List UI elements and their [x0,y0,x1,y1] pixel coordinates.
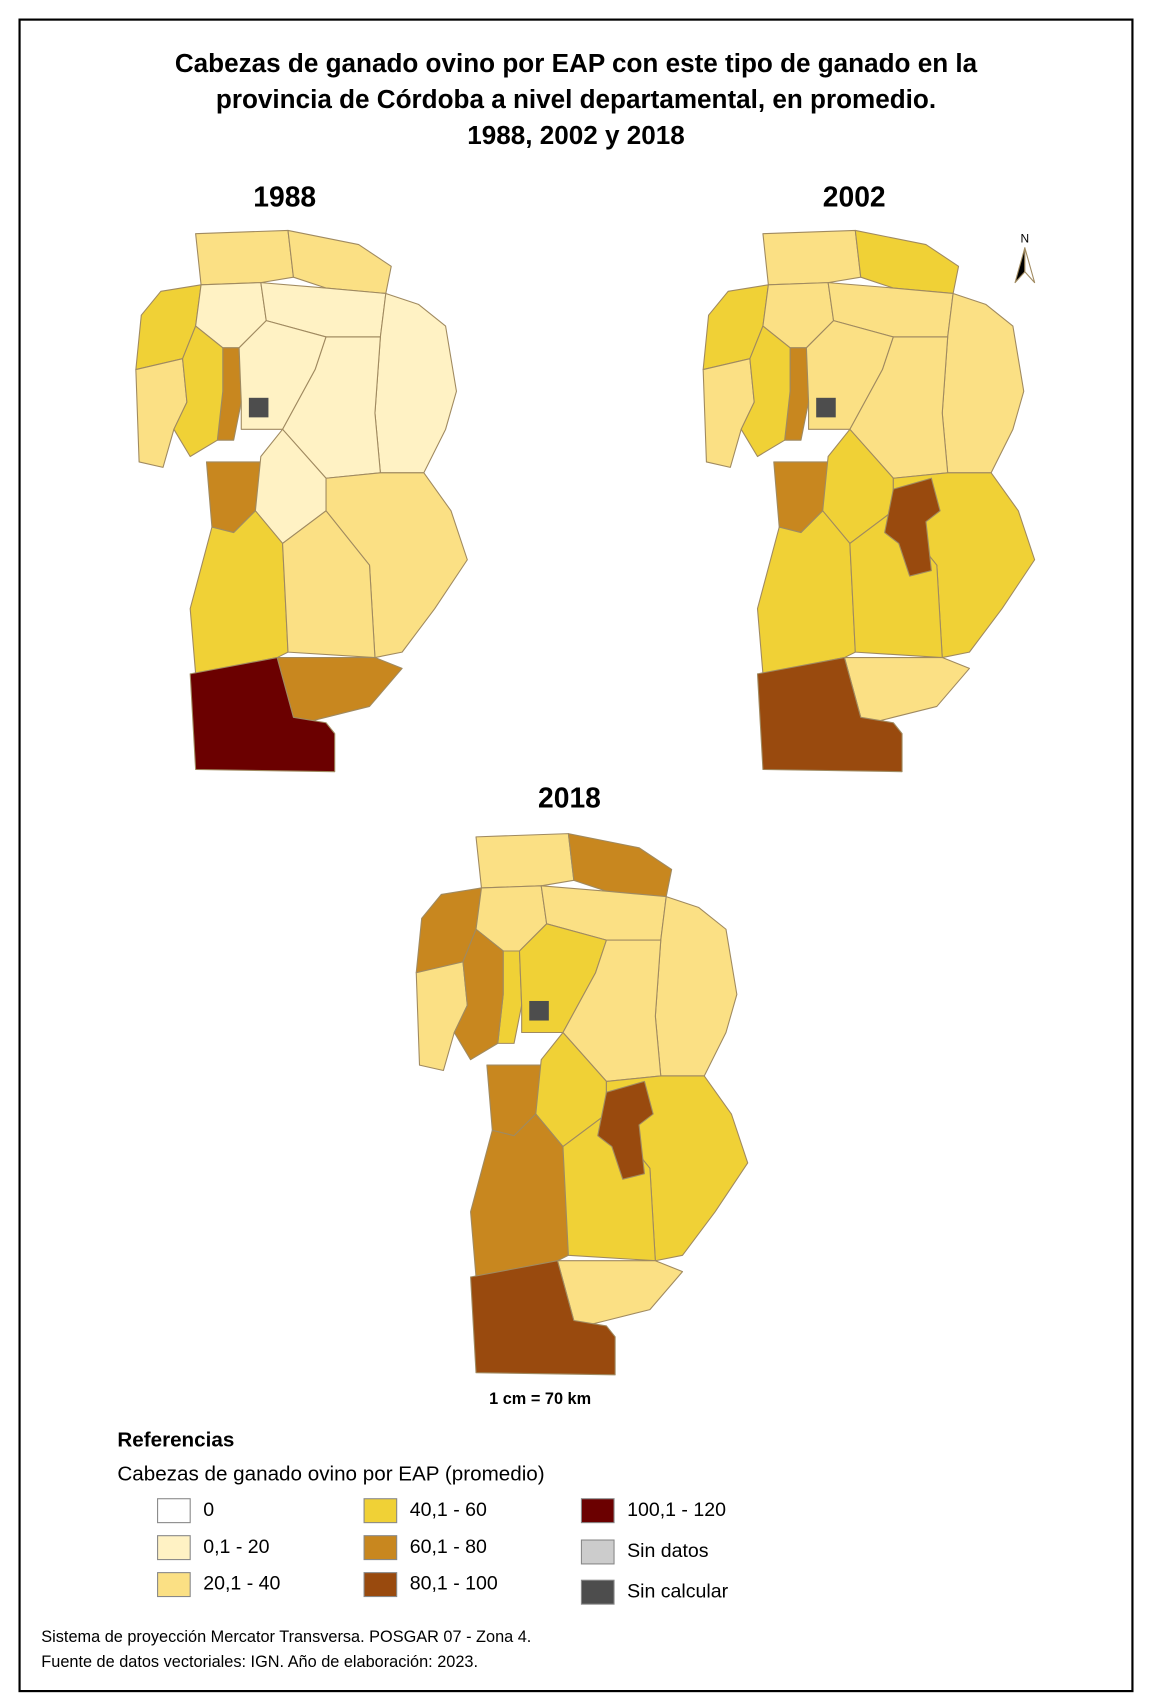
map-title: 2018 [538,781,601,813]
department [173,325,224,458]
department [475,833,575,889]
legend-swatch [580,1498,615,1524]
map-title: 1988 [253,180,316,212]
map-title: 2002 [823,180,886,212]
legend-label: 0,1 - 20 [203,1536,269,1558]
department [189,657,336,773]
legend-title: Referencias [117,1429,234,1452]
capital [529,1000,549,1021]
province-map [702,229,1036,773]
capital [816,397,836,418]
footer-line: Fuente de datos vectoriales: IGN. Año de… [41,1653,478,1671]
legend-swatch [157,1498,191,1524]
department [470,1260,616,1376]
department [884,477,941,577]
legend-label: 0 [203,1499,214,1521]
department [740,325,791,458]
legend-swatch [157,1535,191,1561]
department [282,510,376,659]
legend-swatch [580,1539,615,1565]
legend-swatch [363,1572,398,1598]
department [597,1080,654,1180]
department [453,928,504,1061]
title-line: Cabezas de ganado ovino por EAP con este… [175,48,978,78]
legend-swatch [363,1498,398,1524]
title-line: 1988, 2002 y 2018 [467,120,685,150]
north-arrow: N [1014,231,1036,284]
footer-line: Sistema de proyección Mercator Transvers… [41,1628,531,1646]
legend-label: Sin datos [627,1540,709,1562]
department [195,229,294,286]
legend-swatch [580,1579,615,1605]
department [762,229,862,286]
title-line: provincia de Córdoba a nivel departament… [216,84,936,114]
capital [248,397,269,418]
north-label: N [1021,231,1030,245]
legend-label: Sin calcular [627,1580,729,1602]
department [756,657,903,773]
legend-swatch [363,1535,398,1561]
province-map [415,833,749,1376]
legend-label: 40,1 - 60 [410,1499,487,1521]
legend-label: 100,1 - 120 [627,1499,726,1521]
scale-text: 1 cm = 70 km [489,1390,591,1408]
legend-subtitle: Cabezas de ganado ovino por EAP (promedi… [117,1462,544,1485]
legend-label: 60,1 - 80 [410,1536,487,1558]
legend-swatch [157,1572,191,1598]
legend-label: 20,1 - 40 [203,1573,280,1595]
legend-label: 80,1 - 100 [410,1573,498,1595]
province-map [135,229,468,773]
